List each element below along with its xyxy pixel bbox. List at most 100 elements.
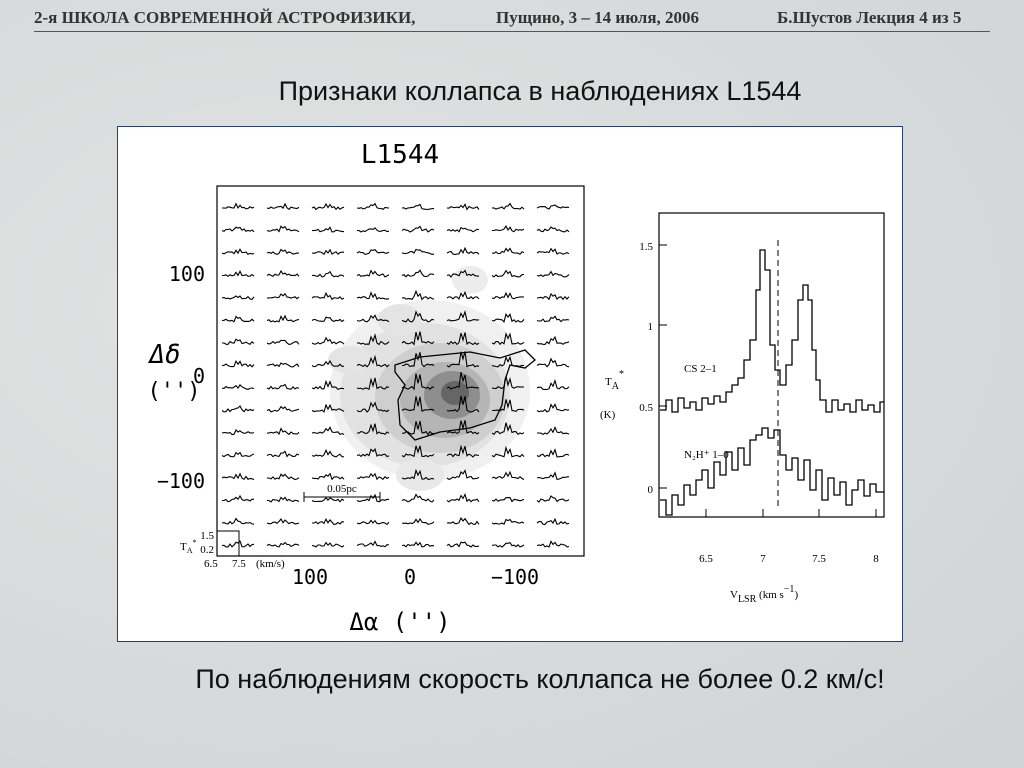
map-spectrum: [221, 315, 255, 323]
map-spectrum: [536, 204, 570, 210]
inset-x-tick: 6.5: [204, 558, 218, 570]
map-spectrum: [356, 314, 390, 323]
map-spectrum: [356, 519, 390, 525]
map-spectrum: [221, 295, 255, 301]
map-spectrum: [356, 377, 390, 391]
header-place-date: Пущино, 3 – 14 июля, 2006: [496, 8, 700, 27]
map-x-tick: −100: [491, 565, 539, 589]
map-spectrum: [536, 540, 570, 548]
map-spectrum: [356, 493, 390, 503]
map-spectrum: [401, 373, 435, 391]
map-spectrum: [446, 371, 480, 390]
map-spectrum: [401, 289, 435, 301]
map-spectrum: [536, 292, 570, 301]
map-spectrum: [356, 354, 390, 368]
map-spectrum: [401, 541, 435, 548]
spectrum-y-tick: 0: [648, 484, 654, 496]
map-spectrum: [311, 472, 345, 481]
map-spectrum: [491, 202, 525, 210]
spectrum-panel: CS 2–1 N₂H⁺ 1–0 1.5 1 0.5 0 6.5 7 7.5 8 TA* (K)…: [600, 212, 885, 605]
map-spectrum: [311, 336, 345, 345]
map-spectrum: [266, 362, 300, 368]
map-spectrum: [537, 425, 570, 436]
spectrum-x-tick: 7.5: [812, 553, 826, 565]
map-spectrum: [311, 426, 345, 436]
map-spectrum: [356, 447, 390, 458]
map-spectrum: [356, 202, 390, 211]
map-y-tick: 100: [169, 262, 205, 286]
map-spectrum: [266, 292, 300, 300]
map-spectrum: [356, 472, 390, 481]
map-spectrum: [446, 351, 480, 368]
map-spectrum: [267, 496, 300, 503]
contour: [394, 349, 536, 441]
map-spectrum: [446, 541, 480, 548]
map-spectrum: [221, 517, 255, 525]
map-spectrum: [356, 291, 390, 300]
map-spectrum: [221, 472, 255, 481]
map-spectrum: [401, 352, 435, 368]
spectrum-y-unit: (K): [600, 409, 616, 421]
map-y-tick: 0: [193, 364, 205, 388]
map-spectrum: [266, 248, 299, 256]
map-spectrum: [311, 496, 345, 503]
map-spectrum: [222, 338, 255, 345]
map-spectrum: [221, 360, 255, 368]
map-spectrum: [311, 316, 345, 323]
map-spectrum: [401, 203, 435, 210]
map-spectrum: [401, 420, 435, 436]
map-spectrum: [356, 401, 390, 413]
map-spectrum: [491, 291, 525, 300]
map-spectrum: [536, 315, 570, 323]
spectrum-x-tick: 7: [760, 553, 766, 565]
map-spectrum: [311, 248, 344, 256]
spectrum-x-label: VLSR (km s−1): [730, 584, 798, 605]
inset-y-label: TA*: [180, 538, 197, 555]
map-spectrum: [266, 383, 300, 390]
spectrum-y-tick: 1.5: [639, 241, 653, 253]
map-spectrum: [311, 202, 345, 211]
map-spectrum: [401, 517, 435, 525]
map-spectrum: [536, 495, 570, 503]
map-spectrum: [221, 429, 255, 436]
map-y-tick: −100: [157, 469, 205, 493]
map-spectrum: [491, 376, 525, 390]
map-spectrum: [446, 444, 480, 458]
map-spectrum: [266, 405, 300, 413]
map-spectrum: [446, 332, 480, 346]
map-spectrum: [401, 269, 435, 278]
map-spectrum: [221, 270, 255, 277]
spectrum-y-tick: 0.5: [639, 402, 653, 414]
inset-x-tick: 7.5: [232, 558, 246, 570]
map-spectrum: [492, 225, 525, 233]
map-spectrum: [536, 448, 570, 458]
header-school: 2-я ШКОЛА СОВРЕМЕННОЙ АСТРОФИЗИКИ,: [34, 8, 416, 27]
line-label: CS 2–1: [684, 363, 717, 375]
map-spectrum: [221, 540, 255, 548]
map-spectrum: [266, 225, 300, 233]
map-spectrum: [221, 405, 255, 413]
map-spectrum: [356, 423, 390, 435]
figure: 0.05pc L1544 Δδ ('') Δα ('') 1000−100100…: [117, 126, 903, 642]
caption: По наблюдениям скорость коллапса не боле…: [195, 664, 885, 694]
map-spectrum: [536, 270, 570, 278]
map-spectrum: [266, 314, 300, 323]
map-spectrum: [311, 541, 345, 548]
map-spectrum: [491, 312, 525, 323]
map-spectrum: [221, 494, 255, 503]
map-spectrum: [401, 493, 435, 503]
map-spectrum: [266, 269, 300, 277]
spectrum-x-tick: 6.5: [699, 553, 713, 565]
map-spectrum: [311, 291, 345, 301]
map-spectrum: [221, 384, 255, 390]
n2h-spectrum: [660, 427, 884, 516]
map-spectrum: [446, 269, 479, 278]
map-frame: [216, 185, 585, 557]
map-x-tick: 100: [292, 565, 328, 589]
spectrum-y-tick: 1: [648, 321, 654, 333]
map-spectrum: [492, 399, 525, 413]
header-rule: [34, 31, 990, 32]
inset-y-tick: 1.5: [200, 530, 214, 542]
map-spectrum: [491, 518, 525, 525]
map-spectrum: [446, 246, 480, 256]
